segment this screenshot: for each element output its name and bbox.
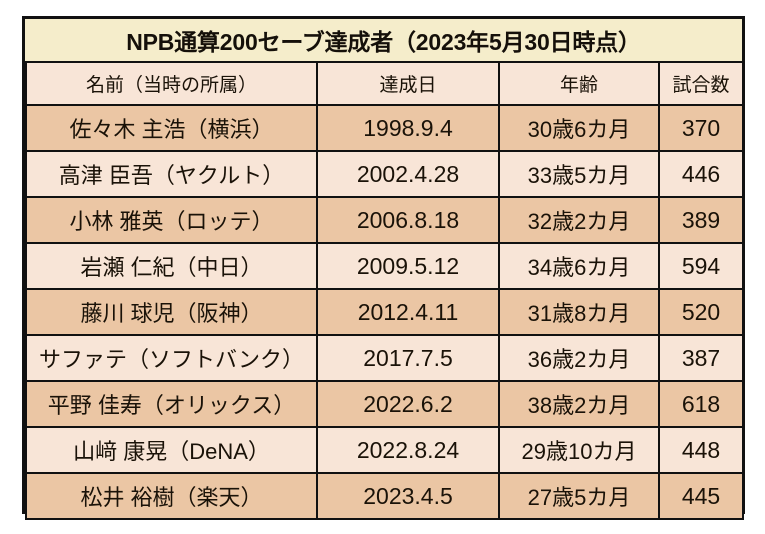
cell-age: 38歳2カ月	[498, 380, 660, 428]
cell-date: 2009.5.12	[316, 242, 500, 290]
cell-date: 2017.7.5	[316, 334, 500, 382]
cell-date: 2022.6.2	[316, 380, 500, 428]
table-row: 高津 臣吾（ヤクルト） 2002.4.28 33歳5カ月 446	[25, 150, 744, 198]
cell-games: 448	[658, 426, 744, 474]
cell-date: 2023.4.5	[316, 472, 500, 520]
table-row: 藤川 球児（阪神） 2012.4.11 31歳8カ月 520	[25, 288, 744, 336]
table-row: 松井 裕樹（楽天） 2023.4.5 27歳5カ月 445	[25, 472, 744, 520]
cell-name: 佐々木 主浩（横浜）	[25, 104, 318, 152]
cell-games: 594	[658, 242, 744, 290]
cell-games: 445	[658, 472, 744, 520]
cell-name: 山﨑 康晃（DeNA）	[25, 426, 318, 474]
cell-name: 平野 佳寿（オリックス）	[25, 380, 318, 428]
cell-date: 2022.8.24	[316, 426, 500, 474]
cell-name: 高津 臣吾（ヤクルト）	[25, 150, 318, 198]
cell-games: 387	[658, 334, 744, 382]
table-row: 小林 雅英（ロッテ） 2006.8.18 32歳2カ月 389	[25, 196, 744, 244]
cell-name: サファテ（ソフトバンク）	[25, 334, 318, 382]
cell-name: 小林 雅英（ロッテ）	[25, 196, 318, 244]
cell-age: 36歳2カ月	[498, 334, 660, 382]
cell-age: 33歳5カ月	[498, 150, 660, 198]
cell-age: 34歳6カ月	[498, 242, 660, 290]
header-row: 名前（当時の所属） 達成日 年齢 試合数	[25, 61, 744, 106]
cell-name: 松井 裕樹（楽天）	[25, 472, 318, 520]
table-row: 平野 佳寿（オリックス） 2022.6.2 38歳2カ月 618	[25, 380, 744, 428]
cell-age: 32歳2カ月	[498, 196, 660, 244]
cell-age: 29歳10カ月	[498, 426, 660, 474]
cell-date: 1998.9.4	[316, 104, 500, 152]
cell-games: 520	[658, 288, 744, 336]
cell-games: 370	[658, 104, 744, 152]
table-header: 名前（当時の所属） 達成日 年齢 試合数	[25, 61, 744, 106]
cell-age: 27歳5カ月	[498, 472, 660, 520]
table-row: 岩瀬 仁紀（中日） 2009.5.12 34歳6カ月 594	[25, 242, 744, 290]
saves-leaders-table: 名前（当時の所属） 達成日 年齢 試合数 佐々木 主浩（横浜） 1998.9.4…	[25, 61, 744, 520]
table-row: サファテ（ソフトバンク） 2017.7.5 36歳2カ月 387	[25, 334, 744, 382]
cell-age: 30歳6カ月	[498, 104, 660, 152]
page-title: NPB通算200セーブ達成者（2023年5月30日時点）	[126, 29, 641, 55]
column-header-name: 名前（当時の所属）	[25, 61, 318, 106]
cell-name: 藤川 球児（阪神）	[25, 288, 318, 336]
cell-name: 岩瀬 仁紀（中日）	[25, 242, 318, 290]
cell-games: 389	[658, 196, 744, 244]
table-body: 佐々木 主浩（横浜） 1998.9.4 30歳6カ月 370 高津 臣吾（ヤクル…	[25, 104, 744, 520]
cell-date: 2006.8.18	[316, 196, 500, 244]
cell-age: 31歳8カ月	[498, 288, 660, 336]
cell-date: 2002.4.28	[316, 150, 500, 198]
cell-games: 446	[658, 150, 744, 198]
column-header-age: 年齢	[498, 61, 660, 106]
column-header-games: 試合数	[658, 61, 744, 106]
table-title-bar: NPB通算200セーブ達成者（2023年5月30日時点）	[25, 19, 742, 61]
column-header-date: 達成日	[316, 61, 500, 106]
cell-games: 618	[658, 380, 744, 428]
cell-date: 2012.4.11	[316, 288, 500, 336]
table-row: 佐々木 主浩（横浜） 1998.9.4 30歳6カ月 370	[25, 104, 744, 152]
stats-table-container: NPB通算200セーブ達成者（2023年5月30日時点） 名前（当時の所属） 達…	[22, 16, 745, 520]
table-row: 山﨑 康晃（DeNA） 2022.8.24 29歳10カ月 448	[25, 426, 744, 474]
